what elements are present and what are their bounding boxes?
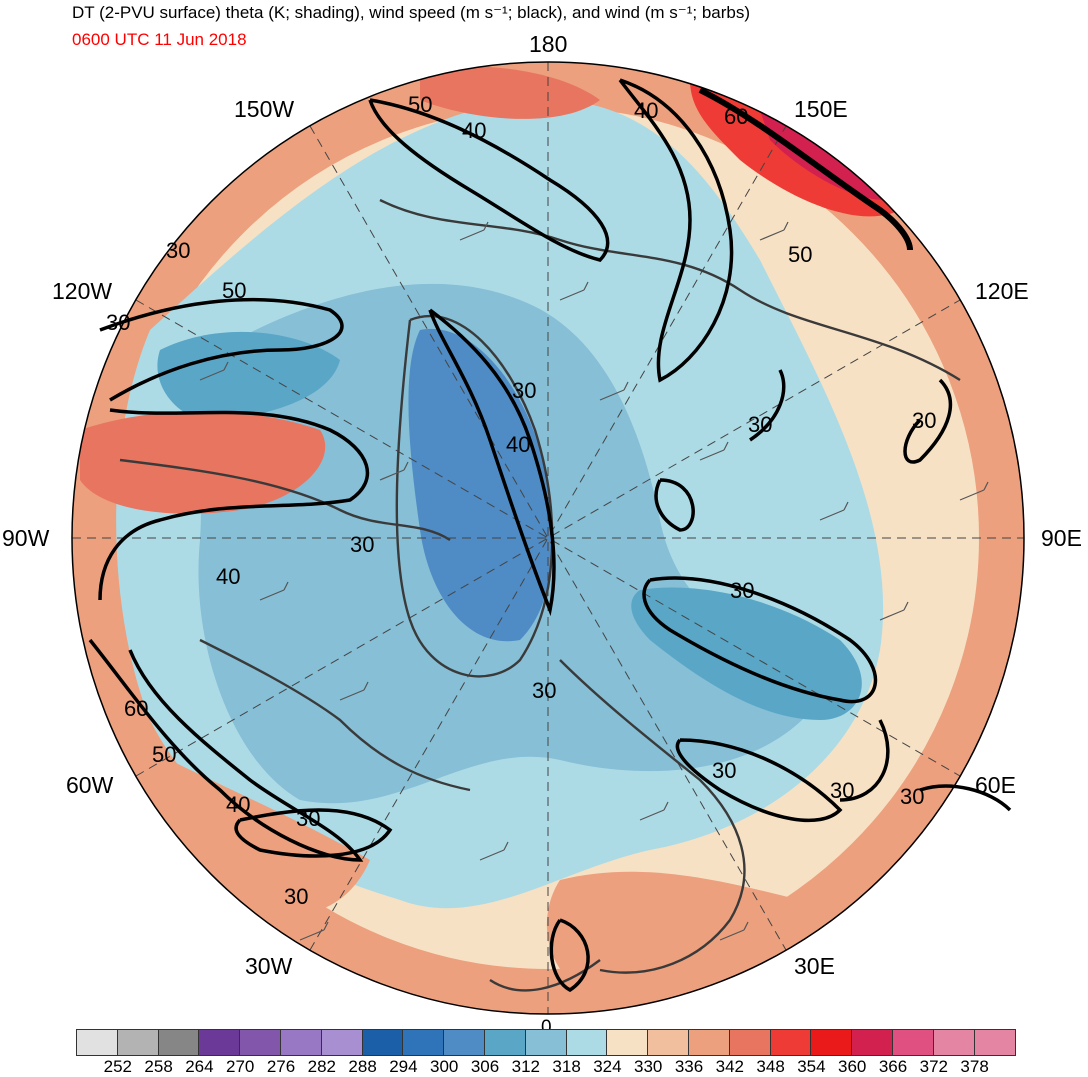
colorbar-tick-label: 312 — [511, 1057, 540, 1076]
colorbar-swatch — [403, 1030, 445, 1055]
coastlines — [119, 198, 961, 992]
contour-label: 30 — [730, 578, 754, 603]
contour-label: 50 — [788, 242, 812, 267]
lon-label-120w: 120W — [52, 278, 113, 304]
contour-label: 60 — [724, 104, 748, 129]
colorbar-swatch — [158, 1030, 200, 1055]
lon-label-180: 180 — [529, 31, 568, 57]
contour-label: 60 — [124, 696, 148, 721]
colorbar-tick-label: 360 — [838, 1057, 867, 1076]
contour-label: 30 — [284, 884, 308, 909]
valid-time: 0600 UTC 11 Jun 2018 — [72, 30, 247, 49]
theta-hot-pacific — [420, 66, 600, 119]
lon-label-150e: 150E — [794, 96, 848, 122]
colorbar — [76, 1029, 1017, 1056]
wind-barbs — [199, 221, 989, 941]
colorbar-tick-label: 294 — [389, 1057, 418, 1076]
contour-label: 40 — [216, 564, 240, 589]
theta-warm-europe — [546, 871, 800, 992]
lon-label-60w: 60W — [66, 772, 114, 798]
colorbar-tick-label: 342 — [715, 1057, 744, 1076]
contour-label: 30 — [350, 532, 374, 557]
colorbar-swatch — [892, 1030, 934, 1055]
colorbar-tick-label: 378 — [960, 1057, 989, 1076]
colorbar-swatch — [525, 1030, 567, 1055]
colorbar-swatch — [321, 1030, 363, 1055]
colorbar-swatch — [607, 1030, 649, 1055]
contour-label: 50 — [408, 92, 432, 117]
colorbar-tick-label: 366 — [878, 1057, 908, 1076]
map-boundary — [71, 61, 1025, 1015]
colorbar-swatch — [566, 1030, 608, 1055]
contour-label: 30 — [106, 310, 130, 335]
theta-hot-core — [760, 110, 885, 200]
contour-label: 30 — [748, 412, 772, 437]
contour-label: 30 — [512, 378, 536, 403]
colorbar-tick-label: 318 — [552, 1057, 581, 1076]
contour-label: 30 — [912, 408, 936, 433]
colorbar-tick-label: 282 — [307, 1057, 336, 1076]
colorbar-swatch — [362, 1030, 404, 1055]
colorbar-tick-label: 270 — [226, 1057, 255, 1076]
colorbar-swatch — [444, 1030, 485, 1055]
colorbar-tick-label: 354 — [797, 1057, 826, 1076]
colorbar-swatch — [729, 1030, 771, 1055]
colorbar-tick-label: 330 — [634, 1057, 663, 1076]
theta-cold-canada — [157, 331, 340, 420]
contour-label: 40 — [506, 432, 530, 457]
contour-label: 50 — [222, 278, 246, 303]
contour-label: 30 — [166, 238, 190, 263]
colorbar-swatch — [811, 1030, 853, 1055]
colorbar-swatch — [688, 1030, 730, 1055]
contour-label: 50 — [152, 742, 176, 767]
lon-label-60e: 60E — [975, 772, 1016, 798]
lon-label-0: 0 — [541, 1017, 552, 1038]
colorbar-tick-label: 336 — [674, 1057, 704, 1076]
contour-label: 40 — [226, 792, 250, 817]
colorbar-tick-label: 264 — [185, 1057, 214, 1076]
contour-labels: 50 40 40 60 50 30 50 30 30 40 30 30 40 3… — [106, 92, 936, 909]
contour-label: 30 — [712, 758, 736, 783]
lon-label-150w: 150W — [234, 96, 295, 122]
colorbar-tick-label: 372 — [919, 1057, 948, 1076]
colorbar-swatch — [770, 1030, 812, 1055]
lon-label-90e: 90E — [1041, 525, 1082, 551]
lon-label-30e: 30E — [794, 953, 835, 979]
contour-label: 30 — [532, 678, 556, 703]
colorbar-swatch — [484, 1030, 526, 1055]
contour-label: 30 — [900, 784, 924, 809]
colorbar-swatch — [974, 1030, 1016, 1055]
colorbar-swatch — [77, 1030, 118, 1055]
colorbar-tick-label: 276 — [266, 1057, 296, 1076]
colorbar-tick-label: 348 — [756, 1057, 785, 1076]
contour-label: 30 — [296, 806, 320, 831]
colorbar-tick-label: 288 — [348, 1057, 377, 1076]
colorbar-tick-label: 258 — [144, 1057, 173, 1076]
colorbar-tick-label: 324 — [593, 1057, 622, 1076]
map-title: DT (2-PVU surface) theta (K; shading), w… — [72, 3, 751, 22]
theta-hot-alaska — [80, 411, 326, 514]
graticule — [72, 62, 1024, 1014]
colorbar-swatch — [280, 1030, 322, 1055]
lon-label-30w: 30W — [245, 953, 293, 979]
contour-label: 40 — [634, 98, 658, 123]
lon-label-90w: 90W — [2, 525, 50, 551]
lon-label-120e: 120E — [975, 278, 1029, 304]
colorbar-tick-label: 252 — [103, 1057, 132, 1076]
contour-label: 30 — [830, 778, 854, 803]
colorbar-swatch — [648, 1030, 689, 1055]
theta-cold-siberia — [631, 587, 862, 720]
colorbar-tick-label: 306 — [470, 1057, 500, 1076]
contour-label: 40 — [462, 118, 486, 143]
colorbar-swatch — [933, 1030, 975, 1055]
colorbar-swatch — [117, 1030, 159, 1055]
colorbar-tick-label: 300 — [430, 1057, 459, 1076]
colorbar-swatch — [240, 1030, 281, 1055]
colorbar-swatch — [852, 1030, 893, 1055]
wind-speed-contours — [88, 78, 1012, 993]
colorbar-swatch — [199, 1030, 241, 1055]
